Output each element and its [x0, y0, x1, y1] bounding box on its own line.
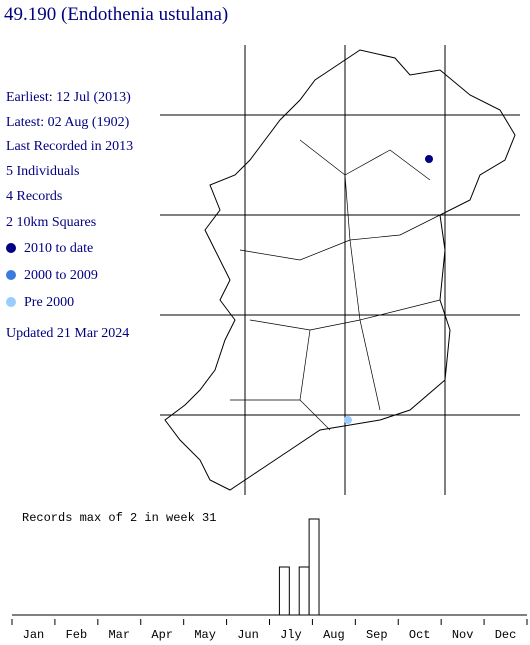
x-tick-label: Oct	[409, 628, 431, 642]
title: 49.190 (Endothenia ustulana)	[4, 4, 229, 25]
individuals: 5 Individuals	[6, 164, 80, 179]
x-tick-label: Dec	[495, 628, 517, 642]
x-tick-label: Sep	[366, 628, 388, 642]
record-dot	[344, 416, 352, 424]
bar	[308, 518, 320, 616]
x-tick-label: Nov	[452, 628, 474, 642]
x-tick-label: Jly	[280, 628, 302, 642]
x-tick-label: Aug	[323, 628, 345, 642]
x-tick-label: Mar	[108, 628, 130, 642]
latest: Latest: 02 Aug (1902)	[6, 115, 130, 130]
record-dot	[425, 155, 433, 163]
squares: 2 10km Squares	[6, 215, 97, 230]
chart-title: Records max of 2 in week 31	[22, 511, 216, 525]
x-tick-label: May	[194, 628, 216, 642]
legend-label: Pre 2000	[24, 295, 75, 310]
x-tick-label: Apr	[151, 628, 173, 642]
last-recorded: Last Recorded in 2013	[6, 139, 134, 154]
grid	[160, 45, 520, 495]
bar	[278, 566, 290, 616]
records: 4 Records	[6, 189, 63, 204]
legend-entry: 2010 to date	[6, 241, 93, 257]
legend-dot	[6, 270, 16, 280]
county-borders	[230, 139, 441, 431]
updated: Updated 21 Mar 2024	[6, 326, 130, 341]
x-tick-label: Jan	[23, 628, 45, 642]
ireland-outline	[164, 49, 516, 491]
legend-label: 2010 to date	[24, 241, 94, 256]
legend-label: 2000 to 2009	[24, 268, 98, 283]
x-tick-label: Feb	[66, 628, 88, 642]
legend-dot	[6, 243, 16, 253]
bar	[298, 566, 310, 616]
legend-entry: Pre 2000	[6, 295, 74, 311]
x-tick-label: Jun	[237, 628, 259, 642]
legend-dot	[6, 297, 16, 307]
legend-entry: 2000 to 2009	[6, 268, 98, 284]
earliest: Earliest: 12 Jul (2013)	[6, 90, 131, 105]
